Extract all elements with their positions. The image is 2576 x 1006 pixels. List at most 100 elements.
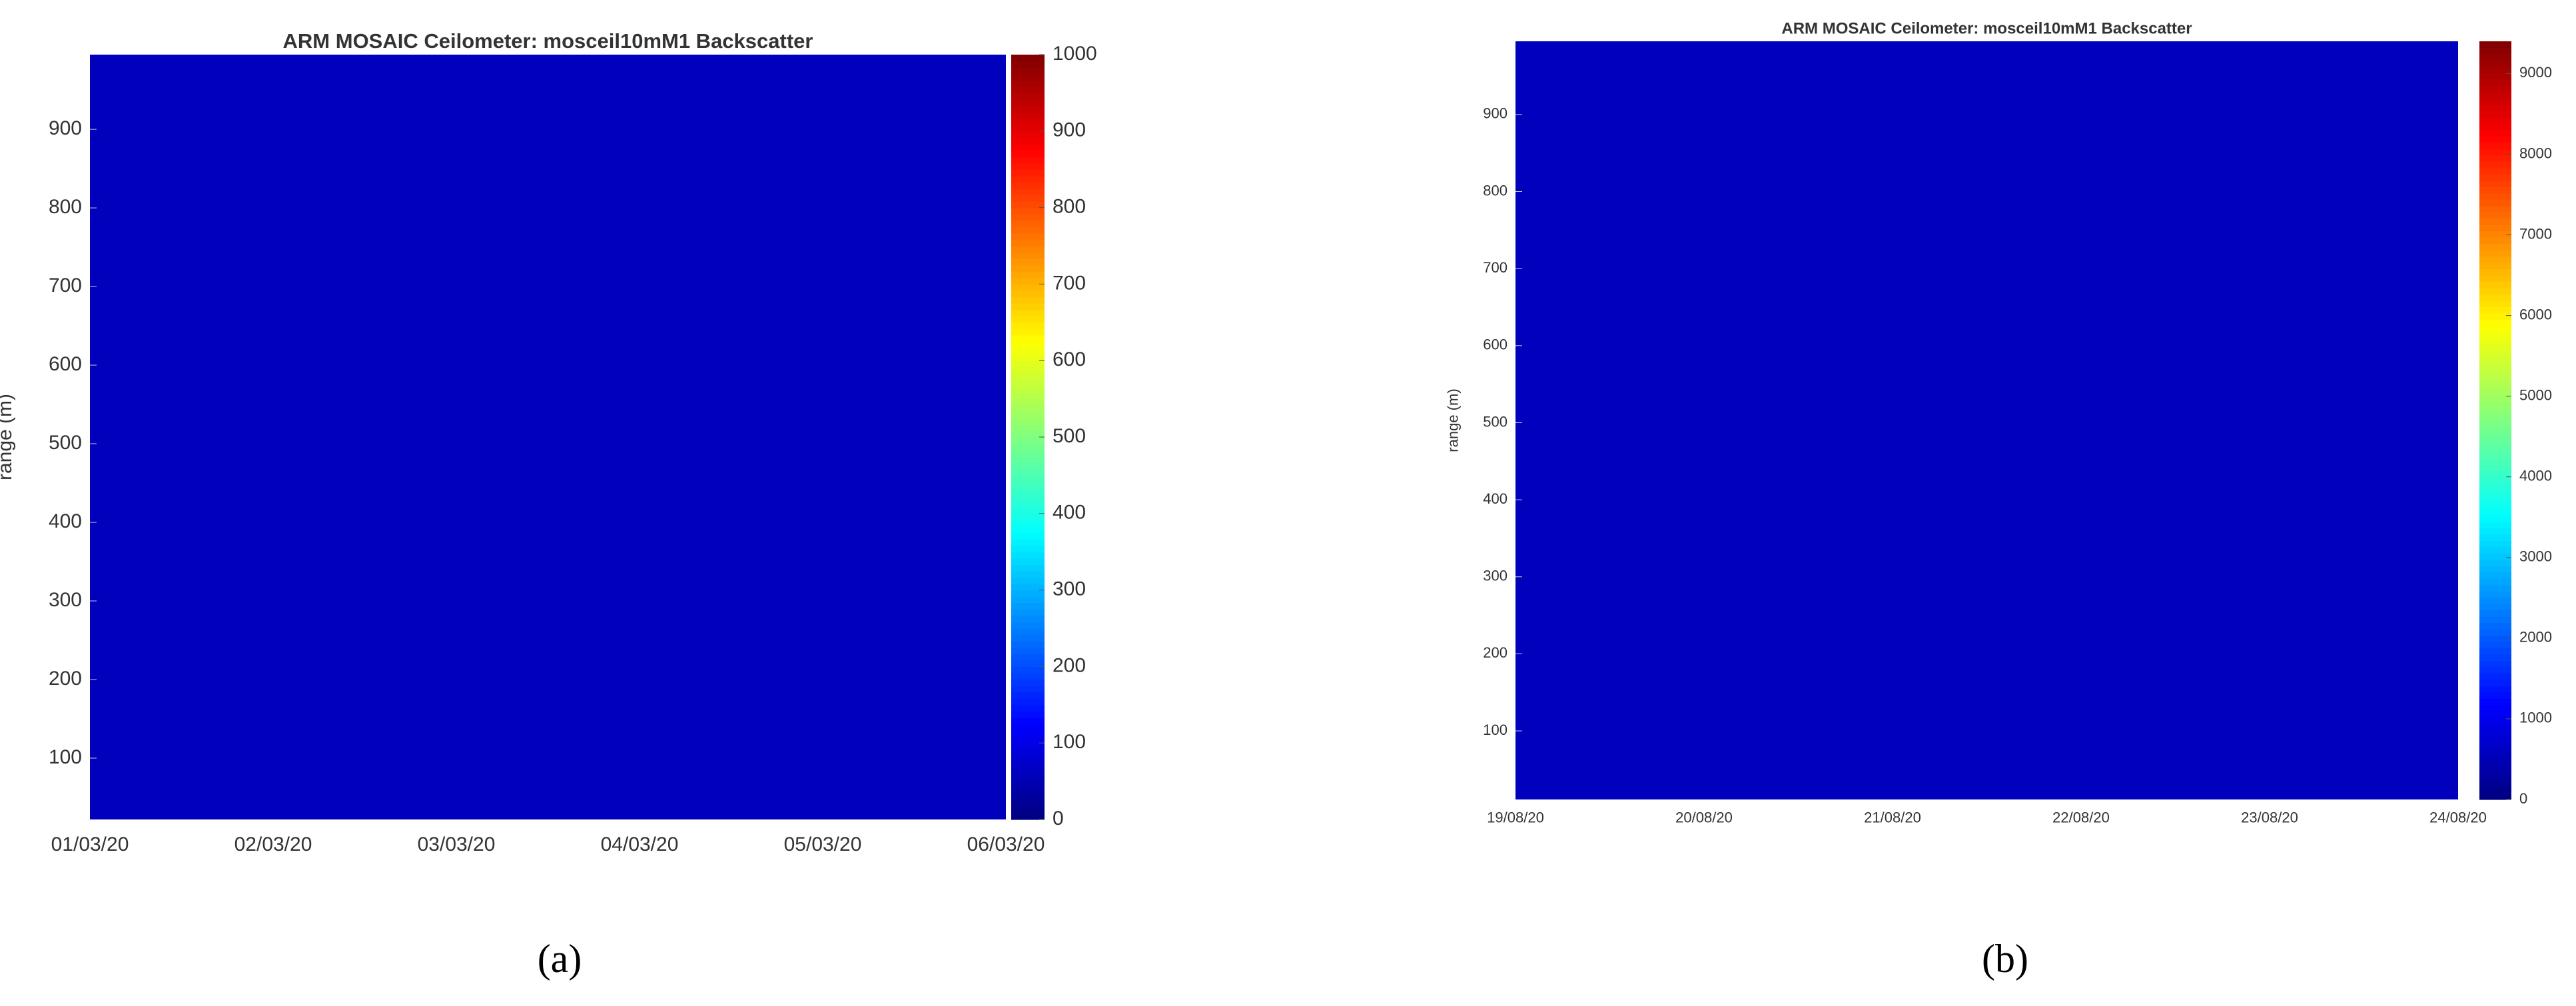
colorbar-segment xyxy=(2479,104,2511,111)
colorbar-segment xyxy=(2479,66,2511,74)
colorbar-segment xyxy=(1011,686,1045,693)
colorbar-segment xyxy=(2479,205,2511,213)
x-tick-label: 01/03/20 xyxy=(51,833,129,855)
colorbar-segment xyxy=(1011,290,1045,298)
colorbar-segment xyxy=(2479,249,2511,257)
colorbar-tick-label: 1000 xyxy=(2519,710,2552,726)
colorbar-segment xyxy=(1011,220,1045,227)
x-tick-label: 04/03/20 xyxy=(601,833,679,855)
colorbar-segment xyxy=(1011,303,1045,310)
colorbar-segment xyxy=(2479,256,2511,263)
colorbar-segment xyxy=(1011,654,1045,661)
colorbar-tick-label: 700 xyxy=(1053,272,1086,294)
y-tick-label: 700 xyxy=(1483,259,1507,276)
colorbar-segment xyxy=(1011,195,1045,202)
colorbar-segment xyxy=(2479,698,2511,706)
colorbar-segment xyxy=(2479,566,2511,573)
colorbar-segment xyxy=(2479,338,2511,345)
colorbar-segment xyxy=(1011,207,1045,215)
colorbar-segment xyxy=(1011,468,1045,476)
colorbar-segment xyxy=(2479,136,2511,143)
colorbar-segment xyxy=(1011,724,1045,731)
x-tick-label: 22/08/20 xyxy=(2052,809,2110,825)
colorbar-segment xyxy=(2479,553,2511,560)
colorbar-segment xyxy=(1011,602,1045,610)
colorbar-segment xyxy=(1011,641,1045,648)
colorbar-tick-label: 400 xyxy=(1053,502,1086,524)
colorbar-segment xyxy=(2479,477,2511,484)
colorbar-tick-label: 0 xyxy=(1053,807,1064,829)
colorbar-segment xyxy=(2479,187,2511,194)
colorbar-segment xyxy=(1011,93,1045,100)
colorbar-segment xyxy=(1011,334,1045,342)
colorbar-segment xyxy=(1011,246,1045,253)
colorbar-segment xyxy=(1011,258,1045,266)
colorbar-segment xyxy=(2479,225,2511,232)
colorbar-segment xyxy=(1011,577,1045,584)
colorbar-segment xyxy=(2479,452,2511,459)
colorbar-segment xyxy=(2479,193,2511,200)
y-tick-label: 300 xyxy=(49,589,82,611)
colorbar-segment xyxy=(2479,464,2511,472)
colorbar-segment xyxy=(2479,218,2511,225)
colorbar-segment xyxy=(2479,528,2511,535)
colorbar-segment xyxy=(1011,552,1045,559)
colorbar-segment xyxy=(2479,350,2511,358)
y-tick-label: 400 xyxy=(1483,490,1507,507)
colorbar-segment xyxy=(1011,227,1045,234)
colorbar-segment xyxy=(2479,591,2511,598)
colorbar-segment xyxy=(1011,112,1045,119)
colorbar-segment xyxy=(2479,85,2511,93)
colorbar-segment xyxy=(2479,578,2511,586)
colorbar-segment xyxy=(1011,150,1045,157)
colorbar-segment xyxy=(1011,366,1045,374)
y-tick-label: 200 xyxy=(49,668,82,690)
colorbar-segment xyxy=(2479,199,2511,207)
colorbar-segment xyxy=(2479,502,2511,510)
colorbar-segment xyxy=(2479,761,2511,769)
colorbar-tick-label: 200 xyxy=(1053,654,1086,676)
colorbar-segment xyxy=(1011,99,1045,107)
chart-title: ARM MOSAIC Ceilometer: mosceil10mM1 Back… xyxy=(1781,19,2192,37)
colorbar-segment xyxy=(2479,98,2511,105)
colorbar-segment xyxy=(2479,597,2511,604)
colorbar-tick-label: 6000 xyxy=(2519,306,2552,322)
colorbar-segment xyxy=(1011,768,1045,775)
colorbar-segment xyxy=(2479,53,2511,61)
x-tick-label: 02/03/20 xyxy=(234,833,312,855)
colorbar-segment xyxy=(1011,379,1045,387)
colorbar-segment xyxy=(2479,515,2511,522)
colorbar-segment xyxy=(2479,180,2511,187)
colorbar-segment xyxy=(1011,736,1045,744)
y-tick-label: 600 xyxy=(1483,336,1507,353)
colorbar-segment xyxy=(1011,622,1045,629)
colorbar-segment xyxy=(2479,628,2511,636)
colorbar-segment xyxy=(1011,813,1045,820)
colorbar-tick-label: 900 xyxy=(1053,119,1086,141)
colorbar-segment xyxy=(2479,395,2511,402)
y-tick-label: 500 xyxy=(49,432,82,454)
colorbar-segment xyxy=(1011,775,1045,782)
colorbar-segment xyxy=(1011,284,1045,291)
colorbar-tick-label: 300 xyxy=(1053,578,1086,600)
colorbar-segment xyxy=(2479,363,2511,370)
colorbar-segment xyxy=(2479,521,2511,528)
colorbar-segment xyxy=(2479,111,2511,118)
colorbar-segment xyxy=(2479,161,2511,169)
colorbar-segment xyxy=(2479,616,2511,624)
colorbar-segment xyxy=(2479,686,2511,693)
colorbar-segment xyxy=(1011,647,1045,654)
colorbar-segment xyxy=(2479,774,2511,781)
colorbar-segment xyxy=(1011,761,1045,769)
colorbar-segment xyxy=(1011,634,1045,642)
colorbar-segment xyxy=(1011,507,1045,514)
colorbar-segment xyxy=(2479,117,2511,124)
colorbar-segment xyxy=(2479,73,2511,80)
y-tick-label: 600 xyxy=(49,353,82,375)
colorbar-segment xyxy=(2479,408,2511,415)
colorbar-segment xyxy=(1011,570,1045,578)
colorbar-tick-label: 4000 xyxy=(2519,468,2552,484)
colorbar-segment xyxy=(1011,564,1045,572)
y-tick-label: 500 xyxy=(1483,413,1507,430)
colorbar-segment xyxy=(1011,596,1045,604)
